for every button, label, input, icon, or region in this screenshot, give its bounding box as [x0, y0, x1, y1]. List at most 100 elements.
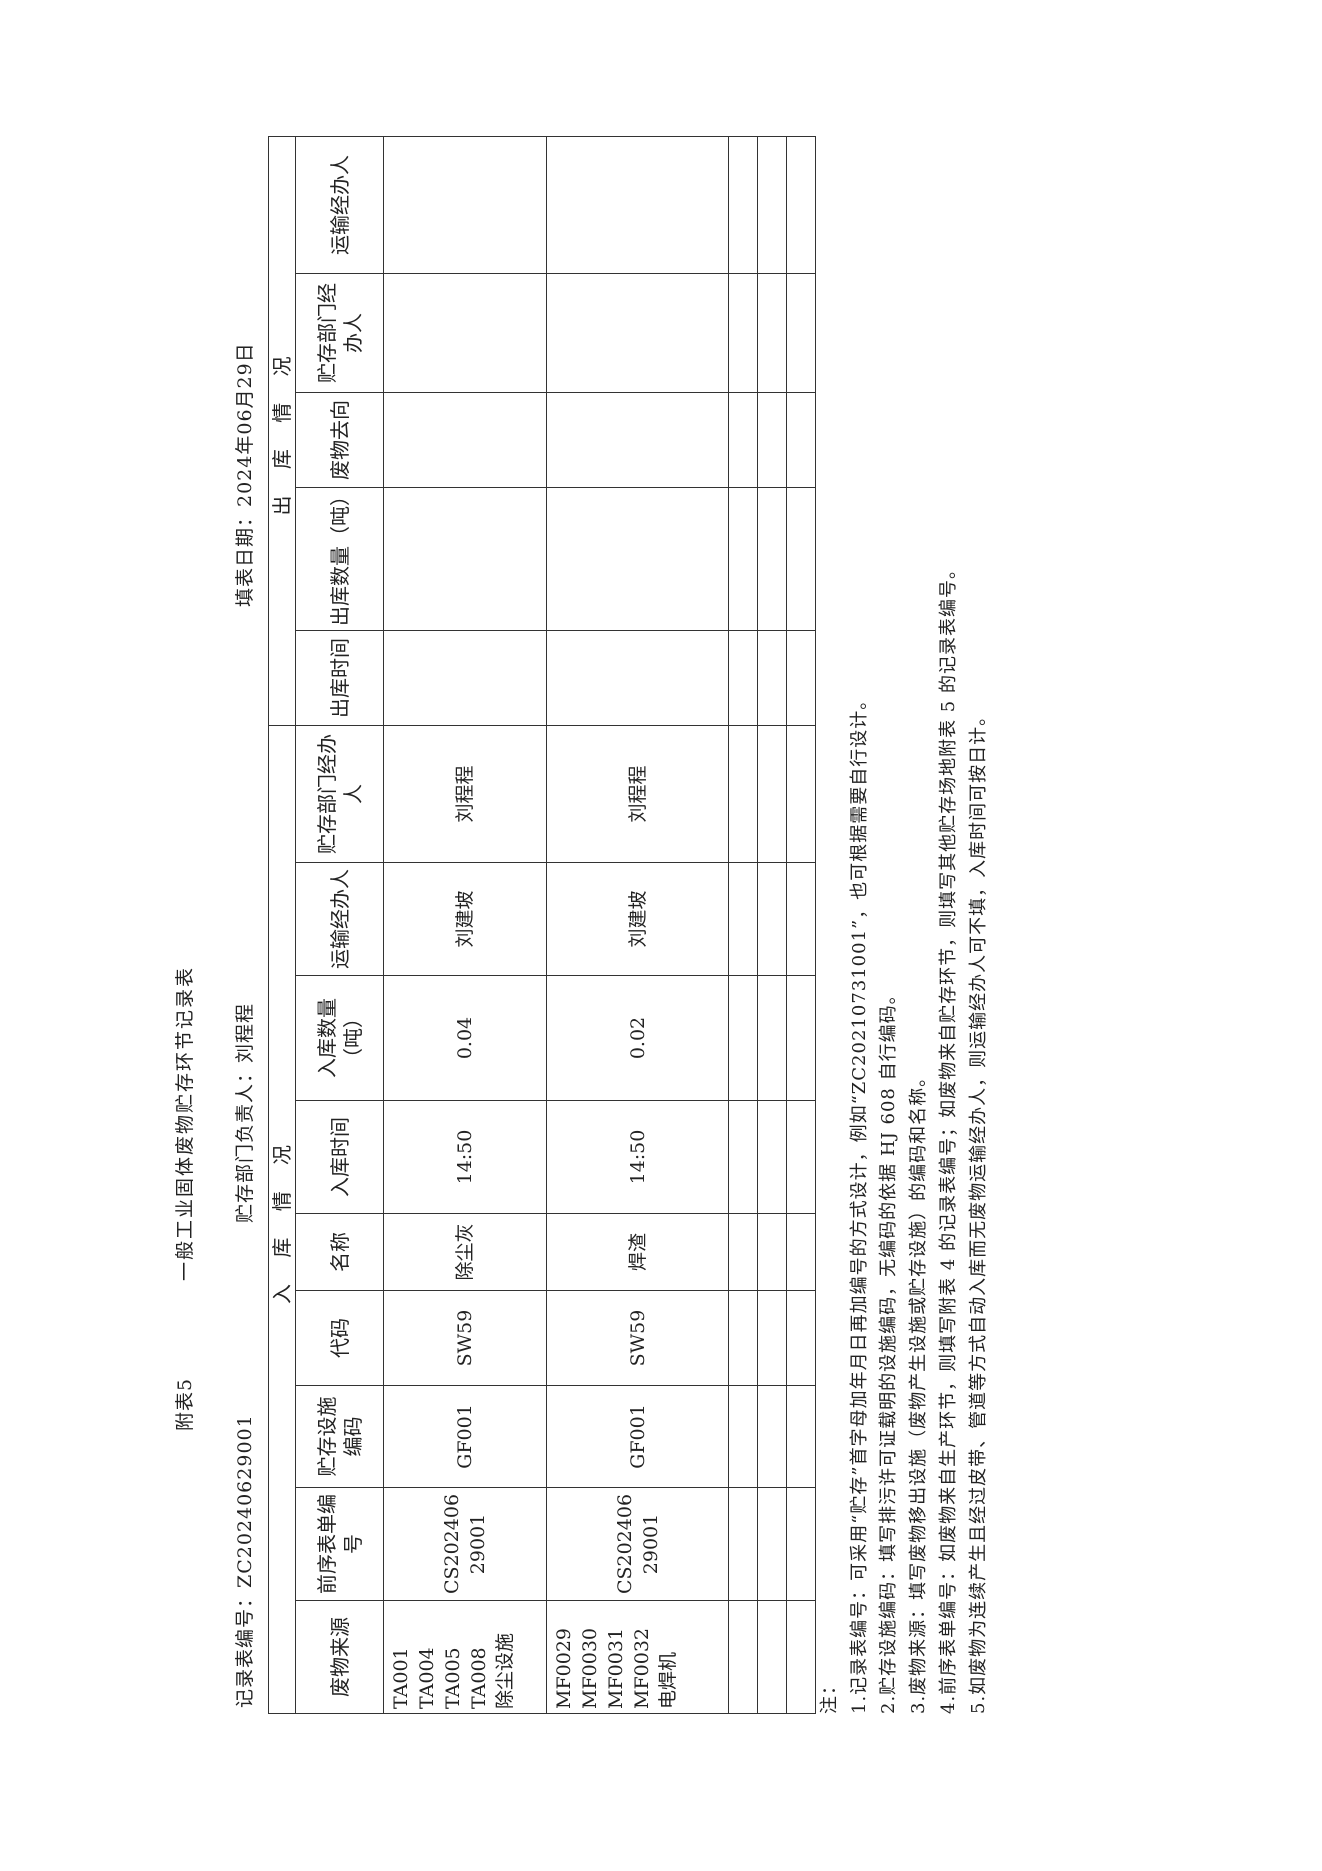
source-line: MF0030	[579, 1628, 601, 1709]
empty-cell	[728, 392, 758, 488]
cell-code: SW59	[546, 1290, 729, 1386]
empty-cell	[786, 975, 816, 1101]
empty-cell	[728, 1290, 758, 1386]
cell-name: 除尘灰	[383, 1213, 547, 1291]
empty-cell	[786, 392, 816, 488]
cell-out-transporter	[383, 136, 547, 274]
storage-record-table: 入 库 情 况 出 库 情 况 废物来源 前序表单编号 贮存设施编码 代码 名称 入库时间…	[268, 136, 816, 1714]
empty-cell	[786, 1213, 816, 1291]
empty-cell	[757, 1213, 787, 1291]
empty-cell	[728, 630, 758, 726]
empty-cell	[786, 487, 816, 631]
cell-destination	[383, 392, 547, 488]
column-header: 贮存设施编码	[295, 1385, 384, 1488]
cell-transporter: 刘建坡	[546, 862, 729, 976]
empty-cell	[786, 1487, 816, 1601]
empty-cell	[757, 1487, 787, 1601]
empty-row	[757, 136, 787, 1714]
cell-prev-form: CS20240629001	[383, 1487, 547, 1601]
cell-source: MF0029 MF0030 MF0031 MF0032 电焊机	[546, 1600, 729, 1714]
empty-cell	[757, 1290, 787, 1386]
empty-cell	[757, 136, 787, 274]
empty-cell	[728, 975, 758, 1101]
empty-cell	[786, 630, 816, 726]
column-header: 废物去向	[295, 392, 384, 488]
empty-cell	[786, 1100, 816, 1214]
group-out-header: 出 库 情 况	[268, 136, 296, 726]
cell-in-time: 14:50	[383, 1100, 547, 1214]
column-header: 运输经办人	[295, 136, 384, 274]
note-item: 1.记录表编号：可采用“贮存”首字母加年月日再加编号的方式设计，例如“ZC202…	[848, 690, 870, 1714]
empty-row	[786, 136, 816, 1714]
empty-cell	[786, 136, 816, 274]
cell-out-time	[383, 630, 547, 726]
source-line: MF0031	[605, 1628, 627, 1709]
table-row: TA001 TA004 TA005 TA008 除尘设施 CS20240629001 GF0…	[383, 136, 547, 1714]
note-item: 3.废物来源：填写废物移出设施（废物产生设施或贮存设施）的编码和名称。	[908, 1067, 930, 1714]
fill-date: 填表日期：2024年06月29日	[234, 342, 256, 607]
empty-cell	[757, 1600, 787, 1714]
source-line: 电焊机	[657, 1651, 679, 1709]
cell-source: TA001 TA004 TA005 TA008 除尘设施	[383, 1600, 547, 1714]
empty-cell	[728, 725, 758, 863]
empty-cell	[786, 725, 816, 863]
cell-in-time: 14:50	[546, 1100, 729, 1214]
group-in-header: 入 库 情 况	[268, 725, 296, 1714]
cell-destination	[546, 392, 729, 488]
source-line: TA001	[390, 1647, 412, 1709]
column-header: 废物来源	[295, 1600, 384, 1714]
empty-cell	[728, 862, 758, 976]
empty-cell	[757, 975, 787, 1101]
source-line: MF0032	[631, 1628, 653, 1709]
empty-cell	[728, 1213, 758, 1291]
source-line: TA004	[416, 1647, 438, 1709]
empty-cell	[757, 630, 787, 726]
note-item: 5.如废物为连续产生且经过皮带、管道等方式自动入库而无废物运输经办人，则运输经办…	[967, 706, 989, 1714]
empty-cell	[728, 1487, 758, 1601]
empty-cell	[786, 1290, 816, 1386]
note-item: 2.贮存设施编码：填写排污许可证载明的设施编码，无编码的依据 HJ 608 自行…	[878, 985, 900, 1714]
cell-out-qty	[383, 487, 547, 631]
cell-keeper: 刘程程	[383, 725, 547, 863]
cell-keeper: 刘程程	[546, 725, 729, 863]
notes-label: 注：	[819, 1676, 840, 1714]
column-header: 入库数量（吨）	[295, 975, 384, 1101]
source-line: TA005	[442, 1647, 464, 1709]
column-header: 贮存部门经办人	[295, 273, 384, 393]
column-header: 运输经办人	[295, 862, 384, 976]
empty-cell	[757, 1385, 787, 1488]
source-line: 除尘设施	[494, 1632, 516, 1709]
cell-out-keeper	[546, 273, 729, 393]
empty-cell	[757, 392, 787, 488]
empty-row	[728, 136, 758, 1714]
empty-cell	[757, 725, 787, 863]
empty-cell	[757, 1100, 787, 1214]
empty-cell	[786, 862, 816, 976]
empty-cell	[757, 487, 787, 631]
empty-cell	[757, 862, 787, 976]
column-header: 名称	[295, 1213, 384, 1291]
appendix-label: 附表5	[174, 1377, 196, 1431]
cell-transporter: 刘建坡	[383, 862, 547, 976]
note-item: 4.前序表单编号：如废物来自生产环节，则填写附表 4 的记录表编号；如废物来自贮…	[937, 560, 959, 1714]
empty-cell	[728, 273, 758, 393]
cell-in-qty: 0.02	[546, 975, 729, 1101]
column-header: 出库数量（吨）	[295, 486, 384, 631]
empty-cell	[728, 1385, 758, 1488]
empty-cell	[728, 1600, 758, 1714]
cell-facility: GF001	[383, 1385, 547, 1488]
column-header: 出库时间	[295, 630, 384, 726]
empty-cell	[786, 1385, 816, 1488]
cell-out-time	[546, 630, 729, 726]
cell-name: 焊渣	[546, 1213, 729, 1291]
cell-facility: GF001	[546, 1385, 729, 1488]
empty-cell	[786, 273, 816, 393]
notes: 注： 1.记录表编号：可采用“贮存”首字母加年月日再加编号的方式设计，例如“ZC…	[815, 560, 993, 1714]
cell-out-qty	[546, 487, 729, 631]
source-line: MF0029	[553, 1628, 575, 1709]
empty-cell	[728, 1100, 758, 1214]
empty-cell	[757, 273, 787, 393]
source-line: TA008	[468, 1647, 490, 1709]
cell-out-keeper	[383, 273, 547, 393]
